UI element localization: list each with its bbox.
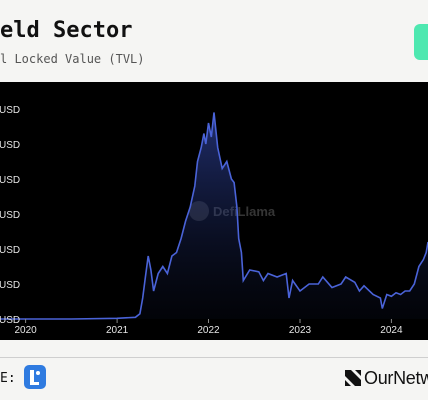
y-tick-label: USD <box>0 105 20 116</box>
x-tick-label: 2020 <box>14 325 37 336</box>
page-title: eld Sector <box>0 18 133 43</box>
y-tick-label: USD <box>0 245 20 256</box>
x-tick-label: 2023 <box>289 325 312 336</box>
y-tick-label: USD <box>0 315 20 326</box>
x-tick-label: 2021 <box>106 325 129 336</box>
y-tick-label: USD <box>0 280 20 291</box>
defillama-source-icon[interactable] <box>24 365 46 389</box>
y-tick-label: USD <box>0 140 20 151</box>
page-subtitle: l Locked Value (TVL) <box>0 52 145 66</box>
y-tick-label: USD <box>0 175 20 186</box>
brand-badge[interactable] <box>414 24 428 60</box>
source-label: E: <box>0 371 16 386</box>
tvl-line <box>0 112 428 320</box>
footer-divider <box>0 357 428 358</box>
y-tick-label: USD <box>0 210 20 221</box>
chart-panel: DefiLlama USD USD USD USD USD USD USD 2020 2021 2… <box>0 82 428 340</box>
brand-name: OurNetw <box>364 368 428 388</box>
x-tick-label: 2024 <box>380 325 403 336</box>
ournetwork-logo-icon <box>345 370 361 386</box>
x-tick-label: 2022 <box>197 325 220 336</box>
tvl-area <box>0 112 428 319</box>
